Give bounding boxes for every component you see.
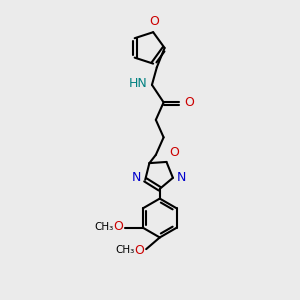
Text: O: O	[149, 15, 159, 28]
Text: O: O	[134, 244, 144, 256]
Text: HN: HN	[128, 77, 147, 90]
Text: N: N	[177, 171, 186, 184]
Text: O: O	[114, 220, 124, 233]
Text: CH₃: CH₃	[94, 222, 114, 232]
Text: CH₃: CH₃	[115, 245, 134, 255]
Text: O: O	[169, 146, 179, 159]
Text: O: O	[184, 96, 194, 109]
Text: N: N	[132, 171, 141, 184]
